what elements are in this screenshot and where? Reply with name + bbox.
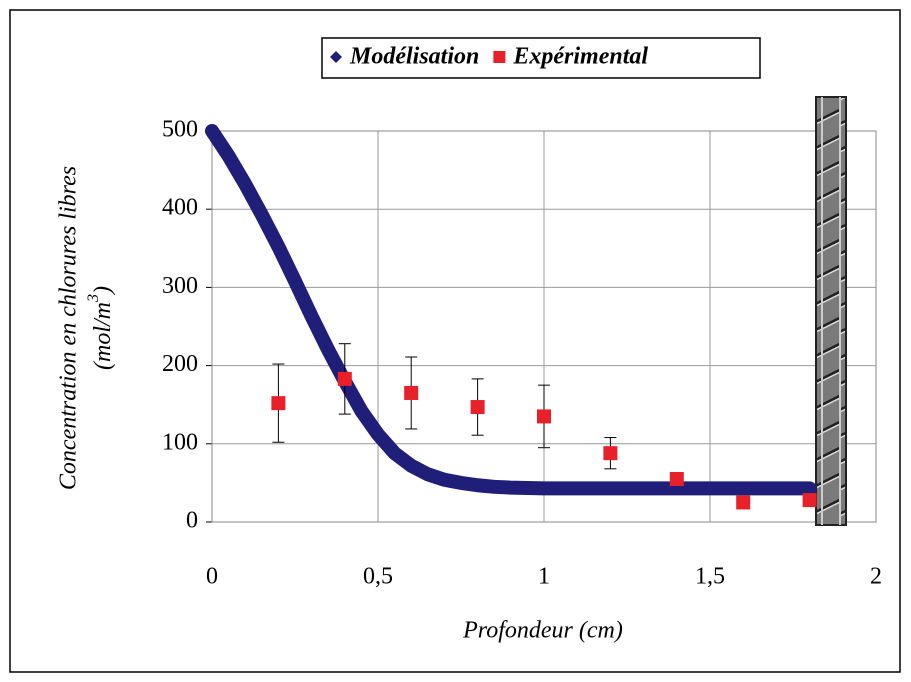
x-tick-label: 0,5: [363, 564, 393, 590]
x-tick-label: 1,5: [695, 564, 725, 590]
y-tick-label: 100: [162, 429, 198, 455]
data-point: [470, 400, 485, 415]
y-axis-unit: (mol/m3): [85, 286, 116, 370]
y-tick-label: 500: [162, 117, 198, 143]
data-point: [736, 495, 751, 510]
data-point: [669, 471, 684, 486]
x-tick-label: 1: [538, 564, 550, 590]
data-point: [603, 446, 618, 461]
legend-items: Modélisation Expérimental: [330, 44, 648, 70]
y-tick-label: 400: [162, 195, 198, 221]
legend-label: Expérimental: [512, 44, 648, 70]
legend-marker: [330, 51, 342, 63]
unit-part: (mol/m: [90, 302, 116, 370]
unit-sup: 3: [85, 294, 102, 303]
plot-area: [211, 130, 877, 523]
data-point: [802, 493, 817, 508]
data-point: [537, 409, 551, 424]
x-tick-label: 2: [870, 564, 882, 590]
data-point: [271, 396, 286, 411]
grid: 0 100 200 300 400 500 0 0,5 1 1,5 2: [162, 117, 882, 590]
x-axis-title: Profondeur (cm): [462, 618, 623, 644]
y-axis-title: Concentration en chlorures libres: [56, 166, 82, 490]
frame: [9, 9, 901, 673]
rebar-body: [815, 96, 847, 526]
legend: [321, 37, 761, 79]
legend-marker: [493, 51, 506, 63]
y-tick-label: 300: [162, 273, 198, 299]
legend-label: Modélisation: [349, 44, 479, 70]
unit-part: ): [90, 286, 116, 296]
y-tick-label: 0: [186, 508, 198, 534]
y-tick-label: 200: [162, 351, 198, 377]
marks: [205, 124, 817, 510]
data-point: [337, 371, 352, 386]
rebar: [815, 96, 847, 526]
model-curve: [205, 124, 817, 496]
data-point: [404, 385, 419, 400]
x-tick-label: 0: [206, 564, 218, 590]
